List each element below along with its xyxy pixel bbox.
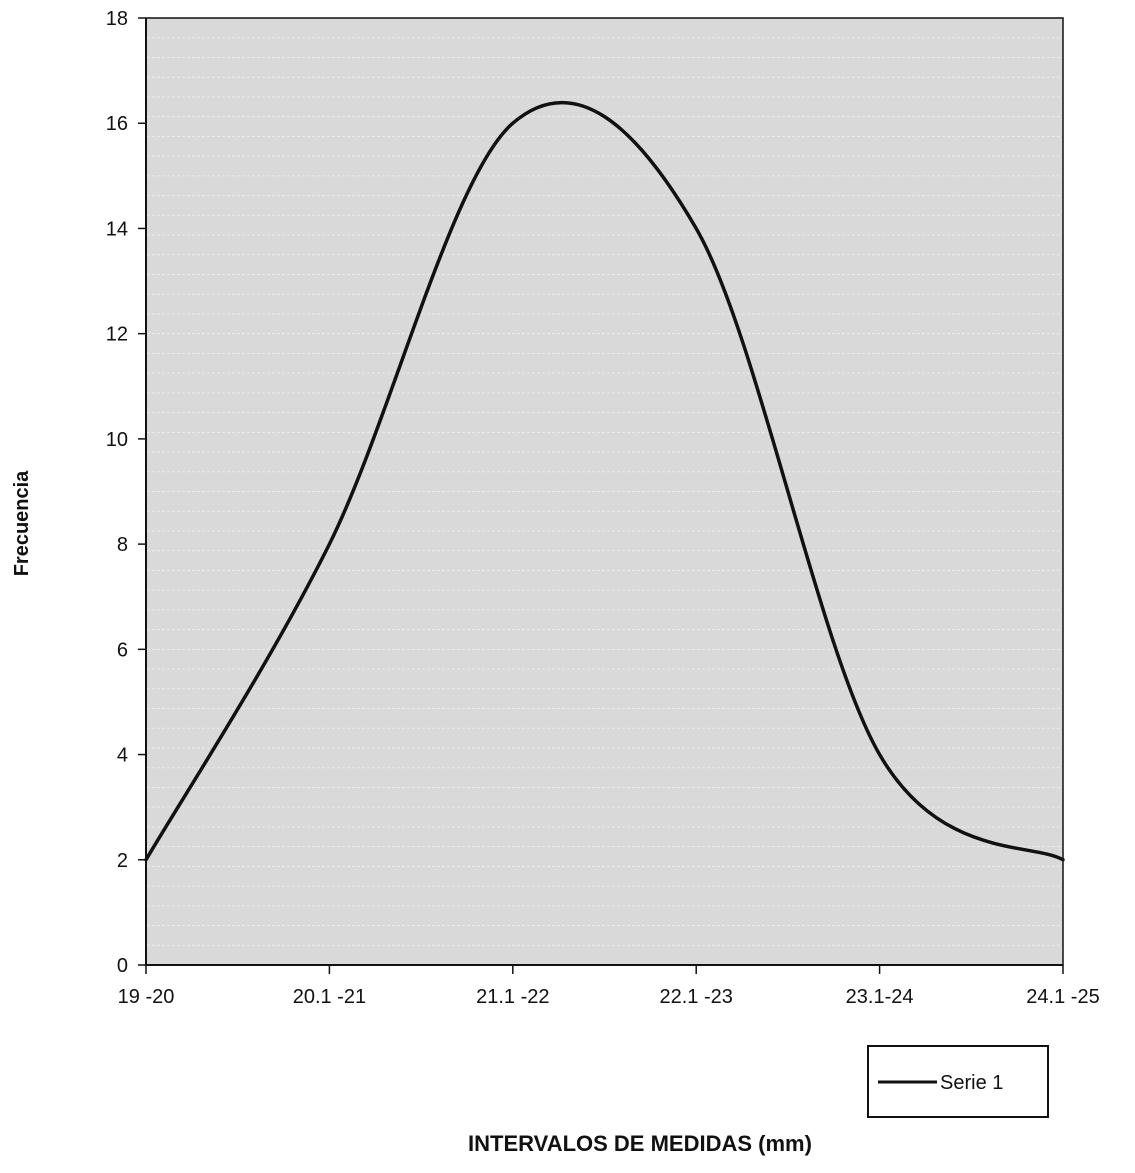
x-tick-label: 22.1 -23 — [660, 986, 733, 1008]
y-tick-label: 8 — [117, 534, 128, 556]
x-tick-label: 21.1 -22 — [476, 986, 549, 1008]
y-tick-label: 10 — [106, 429, 128, 451]
x-tick-label: 20.1 -21 — [293, 986, 366, 1008]
y-tick-label: 12 — [106, 324, 128, 346]
x-tick-label: 19 -20 — [118, 986, 175, 1008]
legend: Serie 1 — [867, 1045, 1049, 1118]
y-tick-label: 0 — [117, 955, 128, 977]
series-line-serie-1 — [144, 101, 1065, 862]
y-tick-label: 4 — [117, 745, 128, 767]
y-tick-label: 2 — [117, 850, 128, 872]
series-group — [144, 101, 1065, 862]
x-tick-label: 24.1 -25 — [1026, 986, 1099, 1008]
y-tick-label: 16 — [106, 113, 128, 135]
x-tick-label: 23.1-24 — [846, 986, 914, 1008]
y-axis-ticks: 0 2 4 6 8 10 12 14 16 18 — [106, 8, 146, 977]
y-tick-label: 6 — [117, 639, 128, 661]
x-axis-title: INTERVALOS DE MEDIDAS (mm) — [468, 1131, 812, 1156]
y-axis-title: Frecuencia — [11, 470, 33, 576]
y-tick-label: 14 — [106, 218, 128, 240]
axes — [145, 18, 1063, 966]
legend-label-serie-1: Serie 1 — [940, 1072, 1003, 1094]
y-tick-label: 18 — [106, 8, 128, 30]
x-axis-ticks: 19 -20 20.1 -21 21.1 -22 22.1 -23 23.1-24 24.… — [118, 965, 1100, 1008]
